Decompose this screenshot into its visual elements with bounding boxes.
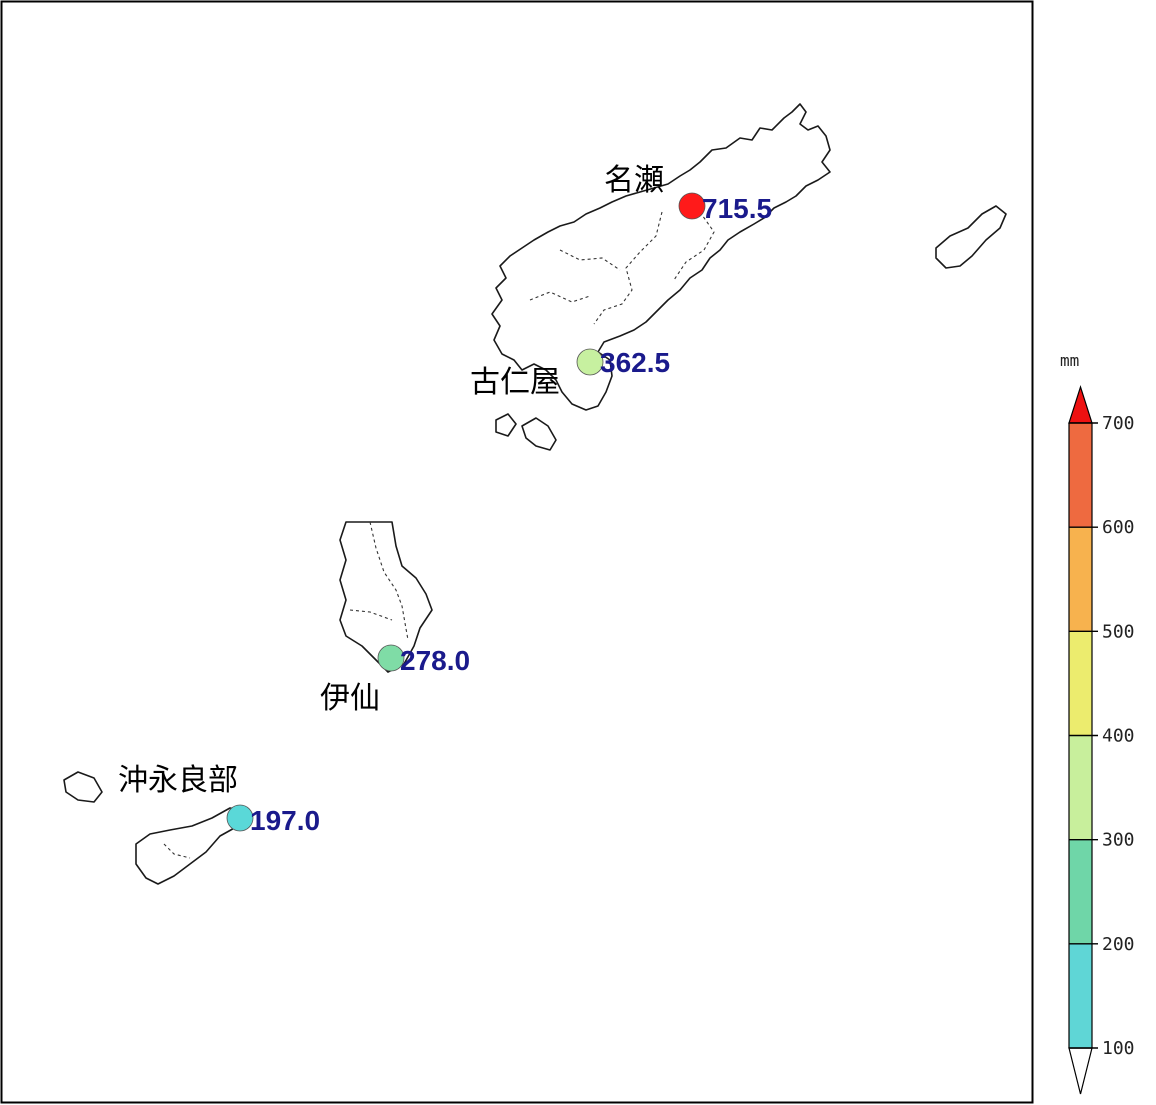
station-value-label: 715.5	[702, 193, 772, 224]
legend-under-triangle	[1068, 1047, 1093, 1095]
legend-color-bin	[1069, 943, 1092, 1048]
yoron-island	[63, 771, 103, 803]
legend-tick-label: 600	[1102, 517, 1135, 538]
legend-color-bin	[1069, 423, 1092, 528]
map-panel-border	[0, 0, 1034, 1104]
station-value-label: 362.5	[600, 347, 670, 378]
legend-tick-label: 100	[1102, 1038, 1135, 1059]
station-marker: 伊仙 278.0	[320, 644, 470, 716]
legend-tick-label: 400	[1102, 726, 1135, 747]
legend-over-triangle	[1068, 385, 1093, 424]
legend-color-bin	[1069, 735, 1092, 840]
legend-color-bin	[1069, 631, 1092, 736]
amami-oshima-island	[491, 103, 831, 451]
legend-tick-label: 300	[1102, 830, 1135, 851]
station-marker: 古仁屋 362.5	[470, 347, 670, 400]
kikai-island	[935, 205, 1007, 269]
station-value-label: 278.0	[400, 645, 470, 676]
station-name-label: 沖永良部	[118, 763, 238, 798]
legend-tick-label: 200	[1102, 934, 1135, 955]
color-legend: mm 100 200 300 400 500 600 700	[1060, 351, 1135, 1095]
station-name-label: 伊仙	[320, 681, 380, 716]
legend-color-bin	[1069, 527, 1092, 632]
station-dot	[576, 348, 604, 376]
station-value-label: 197.0	[250, 805, 320, 836]
station-name-label: 名瀬	[604, 163, 664, 198]
station-marker: 沖永良部 197.0	[118, 763, 320, 836]
legend-unit-label: mm	[1060, 351, 1079, 370]
station-dot	[678, 192, 706, 220]
station-marker: 名瀬 715.5	[604, 163, 772, 224]
station-dot	[226, 804, 254, 832]
station-dot	[377, 644, 405, 672]
station-layer: 名瀬 715.5 古仁屋 362.5 伊仙 278.0 沖永良部 197.0	[118, 163, 772, 836]
legend-tick-label: 700	[1102, 413, 1135, 434]
okinoerabu-island	[135, 807, 247, 885]
legend-tick-label: 500	[1102, 621, 1135, 642]
legend-color-bin	[1069, 839, 1092, 944]
station-name-label: 古仁屋	[470, 365, 560, 400]
